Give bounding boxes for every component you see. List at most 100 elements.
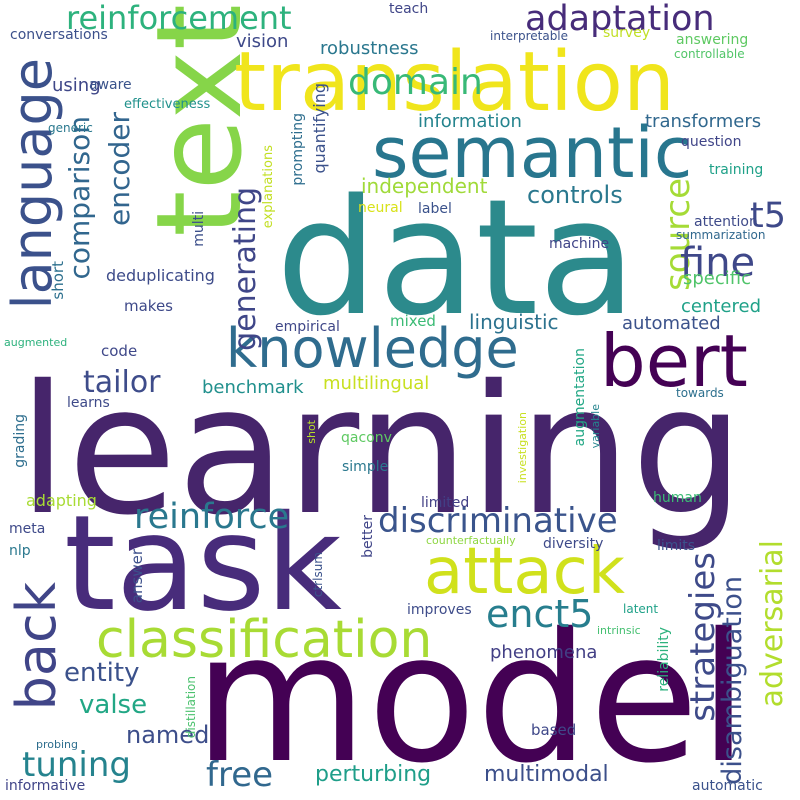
word-knowledge: knowledge bbox=[226, 317, 519, 380]
word-generating: generating bbox=[228, 187, 263, 351]
word-transformers: transformers bbox=[645, 111, 762, 132]
word-informative: informative bbox=[5, 778, 86, 794]
word-encoder: encoder bbox=[103, 112, 136, 227]
word-independent: independent bbox=[361, 174, 488, 198]
word-reinforce: reinforce bbox=[134, 497, 290, 537]
word-code: code bbox=[101, 342, 138, 360]
word-better: better bbox=[360, 515, 376, 558]
word-human: human bbox=[653, 490, 702, 506]
word-mixed: mixed bbox=[390, 312, 436, 330]
word-adversarial: adversarial bbox=[755, 540, 790, 708]
word-named: named bbox=[126, 721, 210, 749]
word-attention: attention bbox=[694, 214, 758, 230]
word-specific: specific bbox=[683, 268, 752, 289]
word-limited: limited bbox=[421, 495, 470, 511]
word-investigation: investigation bbox=[516, 412, 529, 484]
word-multilingual: multilingual bbox=[323, 373, 430, 394]
word-explanations: explanations bbox=[261, 145, 276, 229]
word-centered: centered bbox=[681, 296, 762, 317]
word-learns: learns bbox=[67, 395, 110, 411]
word-generic: generic bbox=[48, 121, 93, 135]
word-learning: learning bbox=[18, 347, 745, 554]
word-comparison: comparison bbox=[63, 116, 96, 280]
word-automated: automated bbox=[622, 313, 721, 334]
word-data: data bbox=[276, 164, 637, 351]
word-teach: teach bbox=[389, 1, 429, 17]
word-reliability: reliability bbox=[656, 627, 672, 692]
word-valse: valse bbox=[79, 690, 148, 720]
word-conversations: conversations bbox=[10, 27, 108, 43]
word-summarization: summarization bbox=[676, 228, 766, 242]
word-interpretable: interpretable bbox=[490, 29, 569, 43]
word-towards: towards bbox=[676, 386, 724, 400]
word-makes: makes bbox=[124, 297, 173, 315]
word-task: task bbox=[64, 487, 342, 641]
word-quantifying: quantifying bbox=[310, 83, 329, 174]
word-attack: attack bbox=[424, 535, 625, 609]
word-neural: neural bbox=[358, 200, 403, 216]
word-limits: limits bbox=[657, 538, 696, 554]
word-intrinsic: intrinsic bbox=[597, 624, 641, 637]
word-improves: improves bbox=[407, 602, 472, 618]
word-adaptation: adaptation bbox=[525, 0, 715, 39]
word-empirical: empirical bbox=[275, 319, 340, 335]
word-answering: answering bbox=[676, 32, 749, 48]
word-perturbing: perturbing bbox=[315, 762, 432, 787]
word-latent: latent bbox=[623, 602, 659, 616]
word-information: information bbox=[418, 111, 522, 132]
word-meta: meta bbox=[9, 521, 46, 537]
word-nlp: nlp bbox=[9, 543, 31, 559]
word-classification: classification bbox=[96, 610, 433, 670]
word-qaconv: qaconv bbox=[341, 430, 392, 446]
word-bert: bert bbox=[600, 319, 748, 403]
word-t5: t5 bbox=[750, 196, 786, 236]
word-question: question bbox=[681, 134, 742, 150]
word-machine: machine bbox=[549, 236, 610, 252]
word-automatic: automatic bbox=[692, 778, 763, 794]
word-using: using bbox=[52, 75, 101, 96]
word-fine: fine bbox=[680, 240, 756, 286]
word-augmented: augmented bbox=[4, 336, 68, 349]
word-variable: variable bbox=[589, 404, 602, 449]
word-augmentation: augmentation bbox=[572, 348, 588, 447]
word-entity: entity bbox=[64, 658, 140, 688]
word-semantic: semantic bbox=[372, 112, 693, 194]
word-free: free bbox=[206, 755, 274, 795]
word-distillation: distillation bbox=[184, 676, 198, 739]
word-controllable: controllable bbox=[674, 47, 745, 61]
word-multi: multi bbox=[191, 211, 207, 247]
word-answer: answer bbox=[128, 549, 146, 604]
word-vision: vision bbox=[236, 31, 289, 52]
word-deduplicating: deduplicating bbox=[106, 266, 215, 285]
word-effectiveness: effectiveness bbox=[124, 97, 211, 112]
word-grading: grading bbox=[12, 414, 28, 468]
word-phenomena: phenomena bbox=[490, 642, 598, 663]
word-enct5: enct5 bbox=[486, 592, 594, 636]
word-aware: aware bbox=[89, 77, 132, 93]
word-based: based bbox=[531, 721, 577, 739]
word-benchmark: benchmark bbox=[202, 377, 304, 398]
word-tailor: tailor bbox=[83, 365, 161, 400]
word-shot: shot bbox=[305, 420, 318, 444]
word-probing: probing bbox=[36, 738, 78, 751]
word-adapting: adapting bbox=[26, 491, 97, 510]
word-discriminative: discriminative bbox=[378, 501, 618, 541]
word-reinforcement: reinforcement bbox=[66, 0, 292, 37]
word-domain: domain bbox=[348, 62, 483, 103]
word-ctrlsum: ctrlsum bbox=[311, 552, 325, 598]
word-robustness: robustness bbox=[320, 38, 419, 59]
word-strategies: strategies bbox=[683, 552, 723, 722]
word-model: model bbox=[194, 595, 749, 800]
word-translation: translation bbox=[234, 35, 675, 130]
word-label: label bbox=[418, 201, 452, 217]
word-training: training bbox=[709, 162, 764, 178]
word-survey: survey bbox=[603, 25, 651, 41]
word-short: short bbox=[49, 261, 67, 300]
word-back: back bbox=[5, 582, 68, 711]
word-prompting: prompting bbox=[290, 113, 306, 186]
word-multimodal: multimodal bbox=[484, 762, 609, 787]
word-linguistic: linguistic bbox=[469, 310, 559, 334]
word-tuning: tuning bbox=[22, 745, 132, 785]
word-controls: controls bbox=[527, 181, 623, 209]
